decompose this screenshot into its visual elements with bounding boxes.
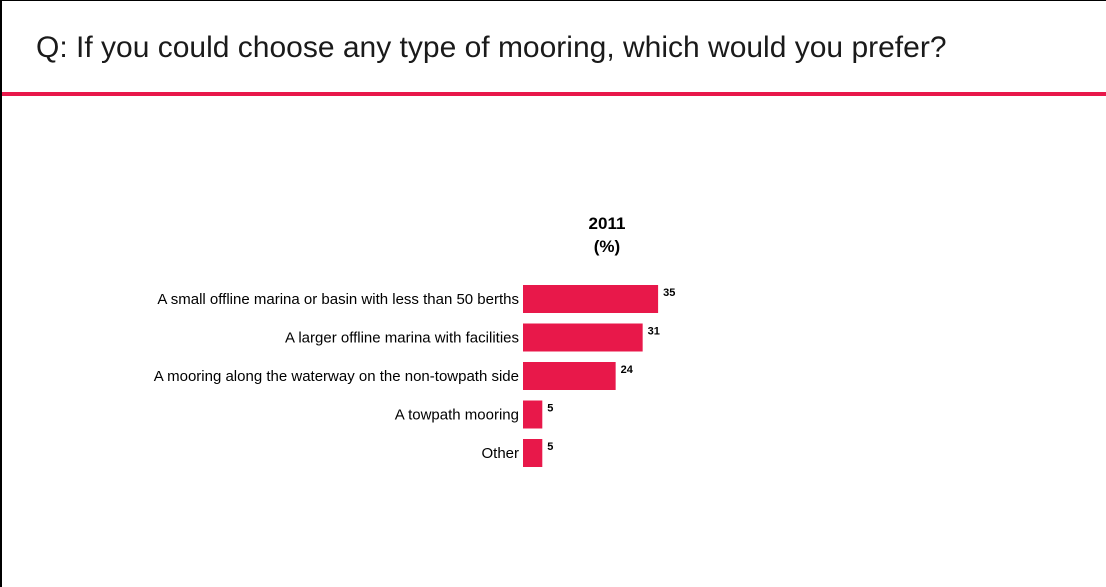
value-label-5: 5 <box>547 441 553 453</box>
category-label-4: A towpath mooring <box>395 407 519 424</box>
value-label-3: 24 <box>621 364 634 376</box>
bar-2 <box>523 323 643 352</box>
bar-3 <box>523 362 616 390</box>
category-label-5: Other <box>481 445 519 462</box>
bar-1 <box>523 285 659 313</box>
value-label-2: 31 <box>648 326 660 338</box>
value-label-4: 5 <box>547 403 553 415</box>
bar-4 <box>523 400 543 429</box>
category-label-1: A small offline marina or basin with les… <box>157 291 519 308</box>
title-underline <box>2 92 1106 96</box>
category-label-2: A larger offline marina with facilities <box>285 330 519 347</box>
question-title: Q: If you could choose any type of moori… <box>36 31 947 64</box>
unit-label: (%) <box>593 237 621 256</box>
value-label-1: 35 <box>663 287 675 299</box>
category-label-3: A mooring along the waterway on the non-… <box>154 368 519 385</box>
bar-5 <box>523 439 543 467</box>
series-header: 2011 <box>588 214 626 233</box>
